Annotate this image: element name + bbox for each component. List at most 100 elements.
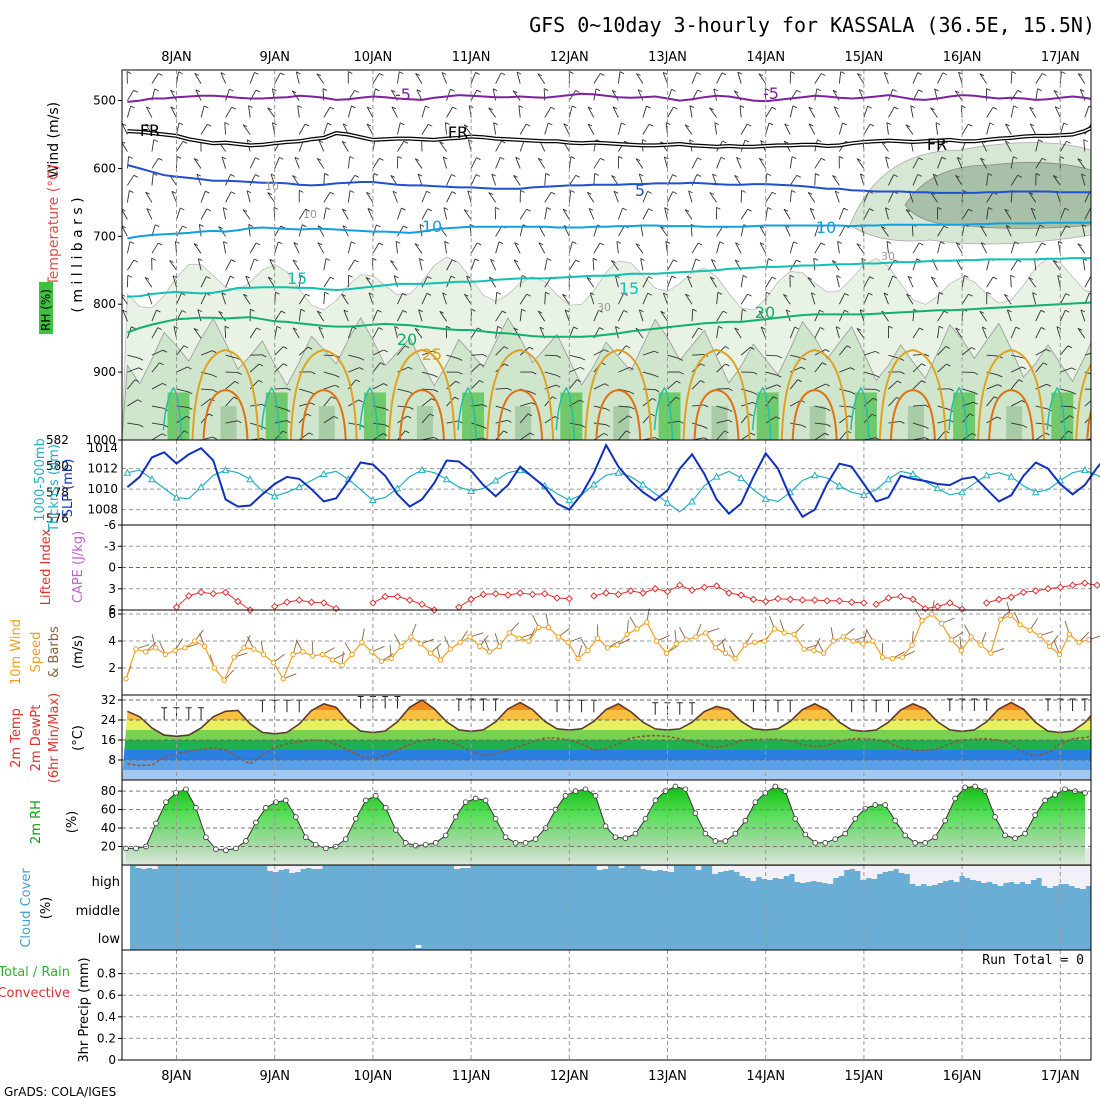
wind-barb [225,89,230,101]
wind-barb [692,404,705,407]
wind-barb-flag [826,408,831,412]
cloud-bar-high [832,866,839,878]
chart-title: GFS 0~10day 3-hourly for KASSALA (36.5E,… [529,13,1095,37]
lifted-index-point [209,590,218,598]
wind10-point [359,639,365,646]
wind-barb-flag [807,191,813,195]
wind-barb [176,207,181,220]
thickness-point [369,496,377,504]
wind-barb-flag [198,258,203,262]
wind-barb-flag [318,140,324,143]
rh-point [223,847,229,854]
cloud-bar-high [657,866,663,870]
wind-barb [395,241,398,254]
wind10-point [506,630,512,636]
cloud-bar-high [915,866,922,886]
wind-barb-flag [935,122,941,125]
wind-barb [789,241,794,254]
cloud-bar-high [964,866,971,878]
wind-barb [587,106,595,118]
thickness-point [761,494,770,502]
cloud-bar-high [316,866,323,869]
contour-temp-25 [1075,362,1091,440]
contour-temp-10 [127,221,1091,240]
wind10-point [604,645,611,651]
wind-barb-flag [988,207,993,210]
wind-barb [200,208,208,220]
wind-barb-flag [786,309,791,313]
wind-barb [513,175,521,186]
wind-barb-flag [700,363,705,367]
wind-barb [495,310,503,322]
wind-barb [272,122,276,135]
wind-barb [814,88,818,101]
wind-barb-flag [322,88,328,91]
wind-barb-flag [684,209,690,212]
lifted-index-point [283,598,291,606]
wind-barb-flag [872,397,878,401]
wind-barb [200,124,208,135]
lifted-index-line [986,582,1100,604]
contour-temp-30 [1086,408,1091,440]
cloud-bar-high [783,866,790,876]
wind-barb-flag [538,157,543,161]
wind-barb [814,158,822,169]
wind-barb-flag [1021,366,1027,370]
wind-barb-flag [450,88,455,92]
wind-barb-flag [327,122,332,126]
wind-barb-flag [223,241,228,244]
thickness-point [884,475,893,483]
wind-barb [611,260,619,271]
slp-tick: 1008 [87,503,118,517]
wind-barb-flag [789,274,795,278]
wind-barb-flag [513,259,519,263]
wind-barb-flag [1053,89,1059,93]
contour-temp-30 [693,388,740,440]
wind-barb [151,405,164,409]
wind-barb-flag [996,416,1002,420]
wind-barb [151,173,154,186]
wind-barb-flag [154,88,159,92]
wind-barb [200,191,206,203]
wind-barb [986,173,989,186]
wind-barb-flag [153,173,158,176]
wind-barb [689,105,693,118]
wind-barb [323,276,331,288]
wind-barb [295,71,300,84]
wind-barb [980,242,988,254]
wind-barb-flag [897,380,902,384]
wind-barb-flag [426,292,432,296]
wind-barb-flag [133,89,138,93]
wind-barb-flag [924,426,929,429]
wind-barb-flag [1031,207,1036,211]
wind-barb [317,242,325,254]
wind-barb [200,293,207,305]
contour-temp-20-low [948,386,968,440]
wind-barb-flag [737,71,742,75]
wind-barb [789,326,796,339]
wind-barb-flag [525,123,531,127]
wind-barb-flag [218,226,223,230]
contour-label-freezing: FR [448,123,468,142]
rh-label-unit: (%) [65,811,80,834]
rh-point [1002,832,1008,839]
wind-barb [961,208,969,220]
wind-barb-flag [503,430,508,434]
wind-barb-flag [1015,326,1021,330]
wind-barb-flag [637,89,643,93]
wind-barb-flag [394,326,399,329]
wind-barb-flag [433,350,438,354]
lifted-index-point [295,596,303,604]
wind-barb [298,293,307,305]
wind10-point [201,643,208,650]
wind-barb-flag [736,156,741,160]
wind10-point [447,646,453,652]
wind-barb-flag [768,122,774,126]
date-label-top: 12JAN [550,50,589,65]
wind10-point [565,639,571,646]
wind-barb [366,106,374,118]
wind-barb-flag [921,380,926,384]
wind-barb [442,156,447,169]
wind-barb [1035,327,1042,339]
